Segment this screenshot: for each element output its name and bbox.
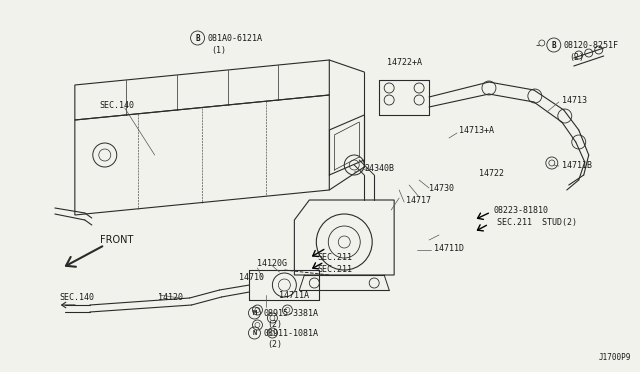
Text: 14717: 14717 <box>406 196 431 205</box>
Text: (2): (2) <box>268 321 282 330</box>
Text: 14730: 14730 <box>429 183 454 192</box>
Text: 14120: 14120 <box>157 294 182 302</box>
Text: (2): (2) <box>268 340 282 350</box>
Text: 14711B: 14711B <box>562 160 592 170</box>
Text: FRONT: FRONT <box>100 235 133 245</box>
Text: 08120-8251F: 08120-8251F <box>564 41 619 49</box>
Text: 14120G: 14120G <box>257 259 287 267</box>
Text: SEC.211  STUD(2): SEC.211 STUD(2) <box>497 218 577 227</box>
Text: B: B <box>552 41 556 49</box>
Text: 14710: 14710 <box>239 273 264 282</box>
Text: 08911-1081A: 08911-1081A <box>264 328 319 337</box>
Text: 14711A: 14711A <box>280 291 309 299</box>
Text: B: B <box>195 33 200 42</box>
Text: N: N <box>252 330 257 336</box>
Text: J1700P9: J1700P9 <box>598 353 631 362</box>
Text: 081A0-6121A: 081A0-6121A <box>207 33 262 42</box>
Text: 08223-81810: 08223-81810 <box>494 205 549 215</box>
Text: (1): (1) <box>212 45 227 55</box>
Text: (2): (2) <box>569 52 584 61</box>
Text: 14722: 14722 <box>479 169 504 177</box>
Text: 14713+A: 14713+A <box>459 125 494 135</box>
Text: M: M <box>252 310 257 316</box>
Text: SEC.211: SEC.211 <box>317 253 352 263</box>
Text: 14711D: 14711D <box>434 244 464 253</box>
Text: SEC.140: SEC.140 <box>60 294 95 302</box>
Text: 24340B: 24340B <box>364 164 394 173</box>
Text: 14722+A: 14722+A <box>387 58 422 67</box>
Text: SEC.140: SEC.140 <box>100 100 135 109</box>
Text: 14713: 14713 <box>562 96 587 105</box>
Text: SEC.211: SEC.211 <box>317 266 352 275</box>
Text: -: - <box>536 40 540 50</box>
Text: 08915-3381A: 08915-3381A <box>264 308 319 317</box>
